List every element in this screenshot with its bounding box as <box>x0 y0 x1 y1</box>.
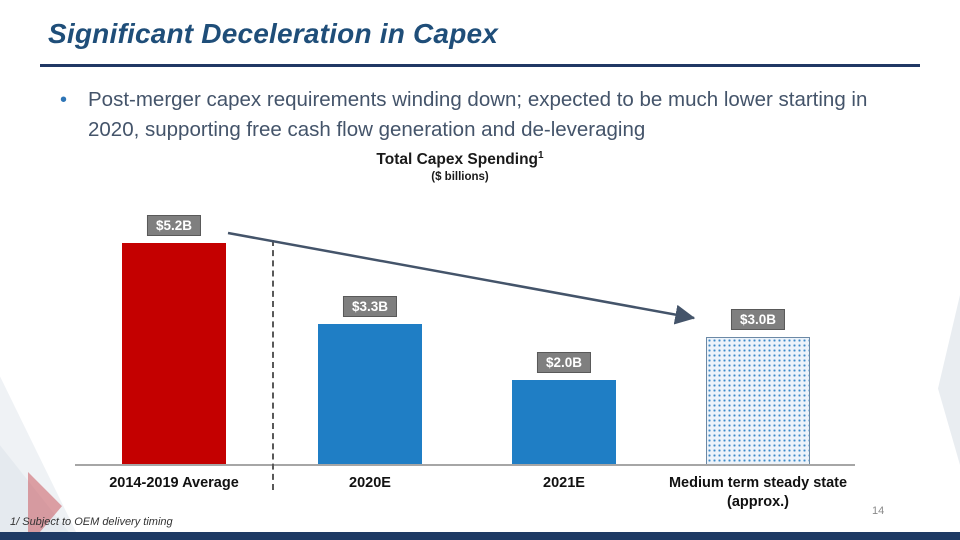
page-number: 14 <box>872 505 885 517</box>
chart-title: Total Capex Spending1 <box>280 150 640 169</box>
bar-group-2014-2019-average: $5.2B <box>122 215 226 465</box>
value-label: $3.3B <box>342 296 398 317</box>
footer-bar <box>0 532 960 540</box>
x-axis-label-2021e: 2021E <box>543 475 585 491</box>
chart-title-block: Total Capex Spending1 ($ billions) <box>280 150 640 183</box>
background-decoration-right <box>938 295 960 465</box>
bullet-icon: • <box>60 89 68 111</box>
bar-2014-2019-average <box>122 243 226 465</box>
value-label: $2.0B <box>536 352 592 373</box>
x-axis-label-2014-2019-average: 2014-2019 Average <box>109 475 239 491</box>
chart-title-text: Total Capex Spending <box>376 151 539 169</box>
bar-2020e <box>318 324 422 465</box>
title-divider <box>40 64 920 67</box>
bar-group-medium-term: $3.0B <box>706 230 810 465</box>
chart-title-footnote-ref: 1 <box>538 150 544 161</box>
x-axis-line <box>75 464 855 466</box>
x-axis-label-2020e: 2020E <box>349 475 391 491</box>
bullet-item: • Post-merger capex requirements winding… <box>60 85 936 145</box>
value-label: $5.2B <box>146 215 202 236</box>
chart-subtitle: ($ billions) <box>431 171 489 184</box>
bar-group-2021e: $2.0B <box>512 230 616 465</box>
value-label: $3.0B <box>730 309 786 330</box>
x-axis-label-medium-term: Medium term steady state (approx.) <box>668 475 848 510</box>
bullet-text: Post-merger capex requirements winding d… <box>88 88 868 141</box>
dashed-separator-line <box>272 240 274 490</box>
slide-title: Significant Deceleration in Capex <box>48 18 499 49</box>
bar-medium-term-steady-state <box>706 337 810 465</box>
footnote: 1/ Subject to OEM delivery timing <box>10 516 173 528</box>
bar-2021e <box>512 380 616 465</box>
bar-chart: $5.2B $3.3B $2.0B $3.0B <box>75 215 855 466</box>
bar-group-2020e: $3.3B <box>318 230 422 465</box>
